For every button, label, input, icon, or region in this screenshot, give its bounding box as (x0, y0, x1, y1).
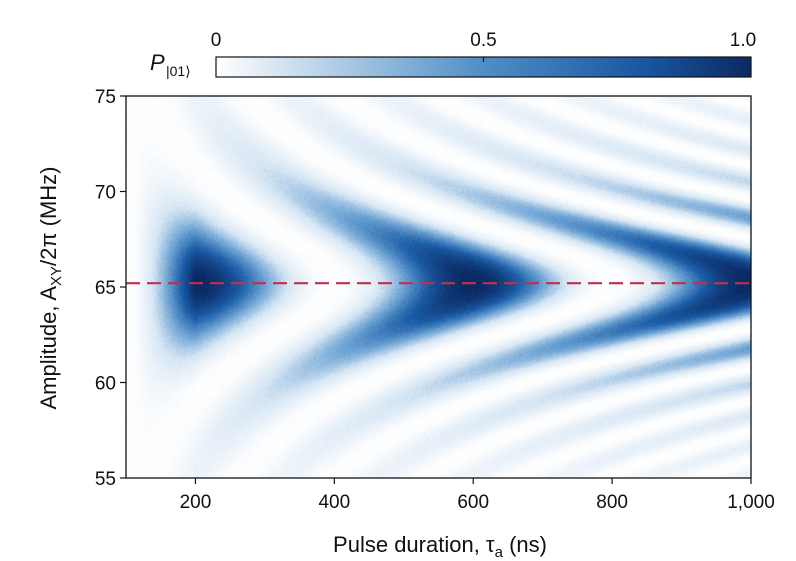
x-axis-label: Pulse duration, τa (ns) (333, 532, 547, 561)
colorbar-tick-label-max: 1.0 (730, 30, 756, 51)
y-tick-label: 65 (95, 278, 116, 299)
colorbar-tick-label-mid: 0.5 (470, 30, 496, 51)
y-axis: 55 60 65 70 75 (95, 87, 126, 490)
y-tick-label: 70 (95, 183, 116, 204)
y-tick-label: 60 (95, 374, 116, 395)
x-tick-label: 1,000 (727, 492, 775, 513)
y-axis-label: Amplitude, AXY/2π (MHz) (36, 166, 65, 409)
y-tick-label: 75 (95, 87, 116, 108)
x-tick-label: 800 (596, 492, 628, 513)
colorbar-label: P (150, 50, 165, 75)
x-tick-label: 400 (318, 492, 350, 513)
x-axis: 200 400 600 800 1,000 (180, 478, 775, 513)
x-tick-label: 600 (457, 492, 489, 513)
heatmap-image (126, 96, 751, 478)
y-tick-label: 55 (95, 469, 116, 490)
plot-area (125, 95, 752, 479)
colorbar-tick-label-0: 0 (211, 30, 222, 51)
colorbar-label-sub: |01⟩ (166, 63, 191, 79)
x-tick-label: 200 (180, 492, 212, 513)
colorbar: 0 0.5 1.0 P |01⟩ (150, 30, 756, 79)
